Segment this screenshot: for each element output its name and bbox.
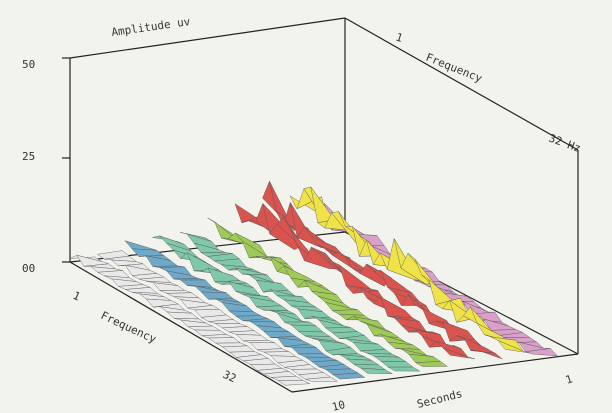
surface-cell — [228, 310, 262, 317]
surface-cell — [131, 248, 165, 257]
surface-cell — [208, 337, 242, 344]
surface-cell — [187, 325, 221, 331]
surface-mesh — [69, 180, 558, 386]
surface-cell — [124, 240, 157, 251]
surface-cell — [243, 340, 275, 344]
surface-cell — [222, 345, 255, 353]
surface-cell — [359, 367, 393, 374]
surface-cell — [291, 347, 324, 355]
time-end: 10 — [331, 398, 347, 413]
surface-cell — [525, 348, 558, 357]
z-axis-label: Amplitude uv — [111, 15, 192, 39]
surface-cell — [346, 358, 380, 366]
surface-cell — [263, 351, 297, 357]
surface-cell — [387, 366, 421, 372]
surface-cell — [166, 311, 200, 320]
surface-cell — [297, 330, 331, 337]
time-axis-label: Seconds — [416, 387, 464, 411]
surface-cell — [249, 342, 283, 350]
z-tick-00: 00 — [22, 262, 35, 275]
z-tick-50: 50 — [22, 58, 35, 71]
front-frequency-start: 1 — [71, 289, 82, 304]
surface-cell — [277, 380, 311, 386]
surface-cell — [414, 361, 448, 367]
surface-cell — [235, 334, 269, 342]
front-frequency-end: 32 — [221, 368, 239, 385]
surface-cell — [332, 372, 366, 380]
back-frequency-end: 32 Hz — [547, 132, 583, 156]
surface-cell — [290, 324, 324, 333]
surface-cell — [373, 355, 407, 362]
surface-cell — [207, 267, 241, 283]
z-tick-25: 25 — [22, 150, 35, 163]
surface-cell — [380, 361, 414, 368]
back-frequency-start: 1 — [394, 30, 404, 44]
front-frequency-label: Frequency — [99, 309, 159, 346]
surface-cell — [497, 340, 530, 354]
surface-cell — [442, 347, 475, 360]
floor-edge-right — [291, 353, 579, 393]
time-start: 1 — [564, 372, 574, 386]
wall-edge-top-back — [69, 17, 346, 59]
surface-cell — [305, 376, 339, 382]
surface-cell — [470, 349, 503, 360]
surface-cell — [200, 291, 234, 300]
surface-cell — [331, 309, 365, 316]
wall-edge-top-right — [344, 17, 579, 151]
floor-edge-front — [69, 261, 293, 393]
